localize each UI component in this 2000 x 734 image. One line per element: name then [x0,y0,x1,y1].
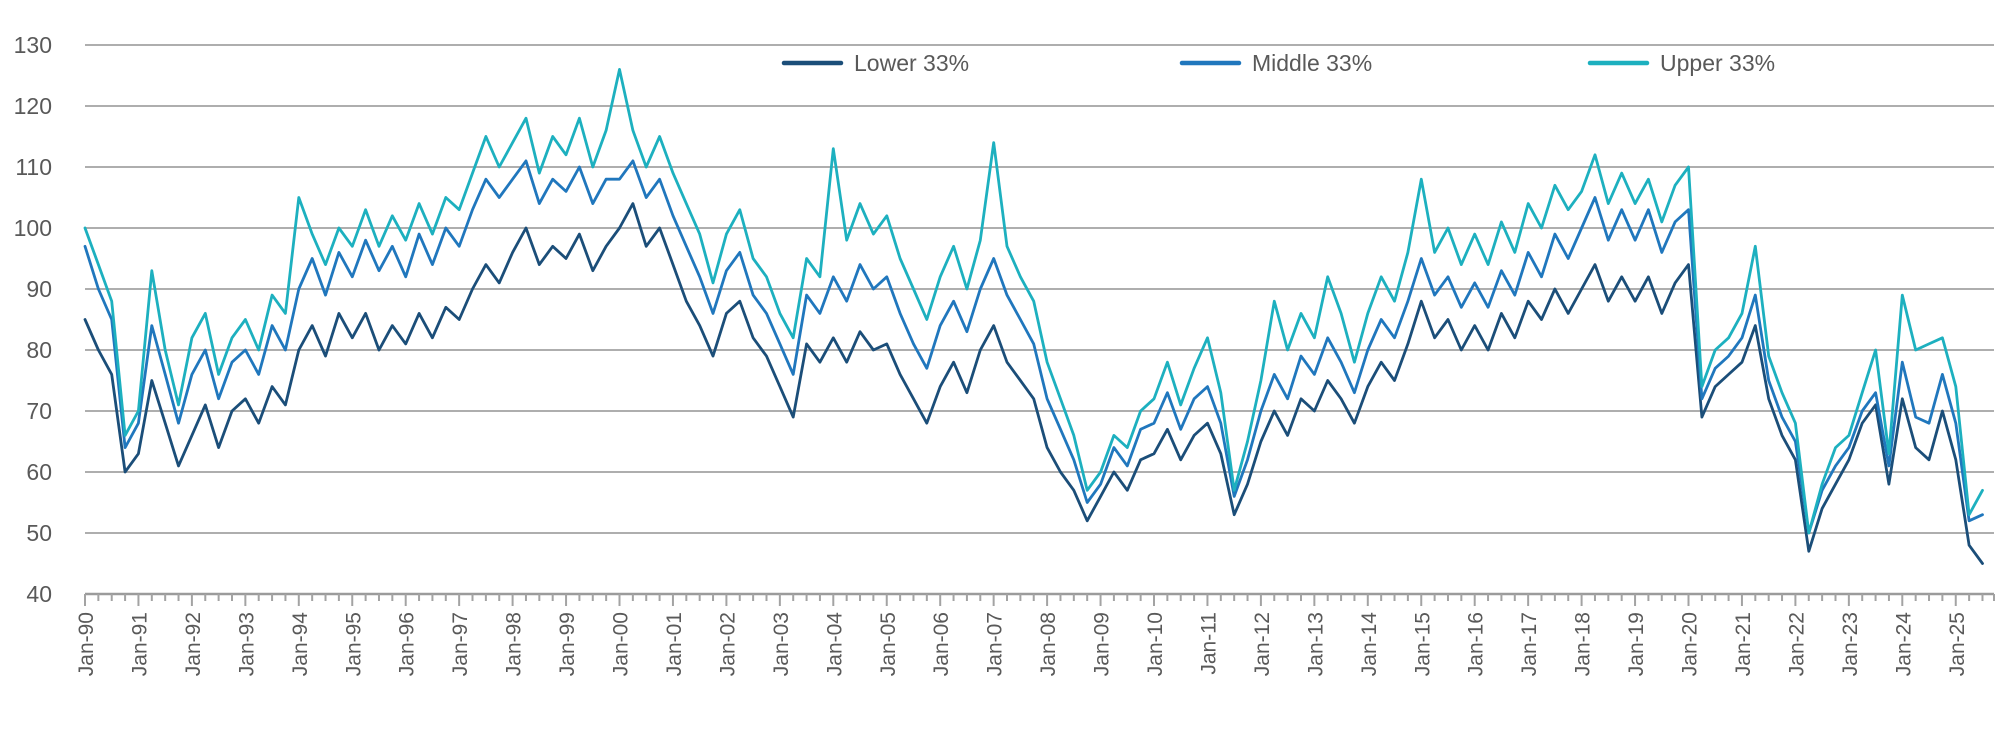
series-line-middle-33- [83,159,1984,535]
x-tick-label: Jan-92 [182,612,205,676]
legend-label-middle-33-: Middle 33% [1252,50,1372,76]
x-tick-label: Jan-13 [1304,612,1327,676]
y-tick-label: 60 [26,459,52,485]
x-tick-label: Jan-91 [128,612,151,676]
x-axis [84,592,1995,606]
x-axis-labels: Jan-90 Jan-91 Jan-92 Jan-93 Jan-94 Jan-95 Jan-… [75,612,1969,677]
x-tick-label: Jan-01 [663,612,686,676]
x-tick-label: Jan-07 [984,612,1007,676]
x-tick-label: Jan-17 [1518,612,1541,676]
y-tick-label: 80 [26,337,52,363]
x-tick-label: Jan-14 [1358,612,1381,677]
legend-label-upper-33-: Upper 33% [1660,50,1775,76]
x-tick-label: Jan-23 [1839,612,1862,676]
x-tick-label: Jan-22 [1785,612,1808,676]
y-tick-label: 100 [14,215,52,241]
x-tick-label: Jan-09 [1091,612,1114,676]
data-series [83,68,1984,565]
x-tick-label: Jan-95 [342,612,365,676]
x-tick-label: Jan-08 [1037,612,1060,676]
y-tick-label: 70 [26,398,52,424]
y-tick-label: 90 [26,276,52,302]
legend-label-lower-33-: Lower 33% [854,50,969,76]
y-axis-labels: 130 120 110 100 90 80 70 60 50 40 [14,32,52,607]
y-tick-label: 110 [15,154,52,180]
x-tick-label: Jan-16 [1465,612,1488,676]
y-tick-label: 120 [14,93,52,119]
y-tick-label: 50 [26,520,52,546]
x-tick-label: Jan-25 [1946,612,1969,676]
x-tick-label: Jan-90 [75,612,98,676]
x-tick-label: Jan-21 [1732,612,1755,676]
legend-item-middle-33-: Middle 33% [1179,50,1372,76]
x-tick-label: Jan-24 [1892,612,1915,677]
x-tick-label: Jan-00 [610,612,633,676]
legend: Lower 33% Middle 33% Upper 33% [781,50,1775,76]
x-tick-label: Jan-15 [1411,612,1434,676]
x-tick-label: Jan-93 [235,612,258,676]
x-tick-label: Jan-02 [716,612,739,676]
x-tick-label: Jan-19 [1625,612,1648,676]
x-tick-label: Jan-10 [1144,612,1167,676]
x-tick-label: Jan-20 [1679,612,1702,676]
x-tick-label: Jan-94 [289,612,312,677]
x-tick-label: Jan-11 [1197,612,1220,675]
series-line-upper-33- [83,68,1984,535]
x-tick-label: Jan-06 [930,612,953,676]
x-tick-label: Jan-12 [1251,612,1274,676]
legend-item-lower-33-: Lower 33% [781,50,969,76]
x-tick-label: Jan-98 [503,612,526,676]
gridlines [85,44,1994,534]
x-tick-label: Jan-03 [770,612,793,676]
y-tick-label: 40 [26,581,52,607]
x-tick-label: Jan-96 [396,612,419,676]
legend-item-upper-33-: Upper 33% [1587,50,1775,76]
x-tick-label: Jan-04 [823,612,846,677]
x-tick-label: Jan-05 [877,612,900,676]
series-line-lower-33- [83,202,1984,565]
y-tick-label: 130 [14,32,52,58]
x-tick-label: Jan-18 [1572,612,1595,676]
x-tick-label: Jan-99 [556,612,579,676]
x-tick-label: Jan-97 [449,612,472,676]
